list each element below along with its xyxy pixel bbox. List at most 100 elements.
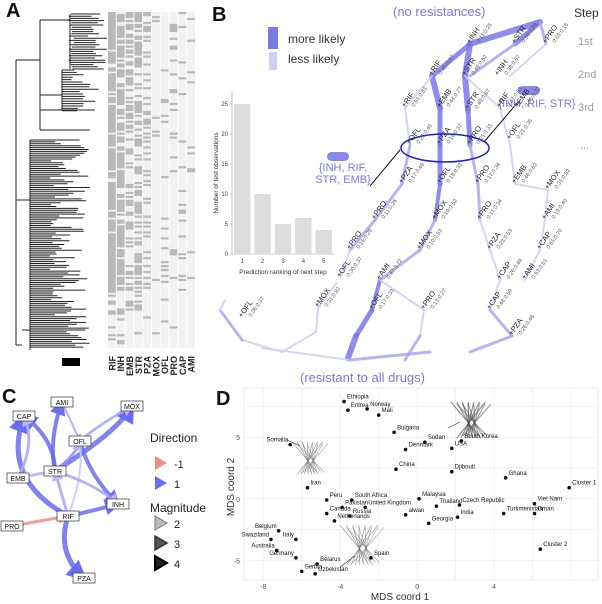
heatmap-cell [108,201,116,204]
heatmap-cell [116,41,125,44]
mds-inset-edge [345,527,380,563]
heatmap-cell [116,110,125,113]
direction-title: Direction [150,431,197,445]
heatmap-cell [134,270,143,274]
heatmap-cell [134,114,143,117]
heatmap-cell [152,116,160,119]
heatmap-cell [178,61,187,64]
mds-point [369,556,373,560]
heatmap-cell [134,237,143,240]
mds-inset-pointer [286,439,301,447]
heatmap-cell [116,272,125,276]
mds-inset-edge [306,443,324,473]
heatmap-cell [134,140,143,143]
heatmap-cell [125,162,134,165]
heatmap-cell [125,272,134,276]
mds-point-label: Uzbekistan [318,567,348,573]
mds-point [449,446,454,451]
heatmap-cell [125,150,134,153]
heatmap-cell [125,33,134,36]
heatmap-cell [108,19,116,23]
tree-branch [61,95,78,112]
heatmap-cell [125,81,134,84]
heatmap-cell [134,12,143,15]
heatmap-cell [134,261,143,264]
heatmap-cell [143,264,151,268]
heatmap-cell [169,108,178,112]
heatmap-cell [108,207,116,210]
network-edge [468,42,517,78]
direction-pos-swatch [155,476,167,490]
network-edge [468,334,514,354]
mds-inset-edge [307,443,318,473]
heatmap-cell [116,51,125,54]
heatmap-cell [116,255,125,258]
mds-inset-edge [473,403,476,437]
mds-point [532,511,537,516]
heatmap-cell [116,233,125,236]
heatmap-cell [116,96,125,100]
heatmap-cell [108,195,116,198]
heatmap-cell [108,106,116,110]
heatmap-cell [116,132,125,135]
heatmap-cell [143,235,151,238]
heatmap-cell [169,47,178,50]
heatmap-cell [116,251,125,254]
heatmap-cell [108,221,116,224]
mds-point-label: South Korea [464,434,498,440]
mds-point-label: Serbia [305,564,323,570]
legend-less-label: less likely [288,52,339,66]
heatmap-cell [108,23,116,27]
mds-point [346,408,350,412]
step-1: 1st [578,36,593,48]
heatmap-cell [116,73,125,76]
step-2: 2nd [578,69,596,81]
heatmap-cell [125,300,134,303]
magnitude-title: Magnitude [150,501,206,515]
heatmap-cell [125,69,134,72]
heatmap-cell [125,225,134,228]
heatmap-cell [125,288,134,291]
panel-c: AMI MOX CAP OFL STR EMB INH RIF PRO PZA Direction… [0,396,206,584]
interaction-node-label: CAP [17,414,32,421]
heatmap-cell [125,124,134,127]
mds-x-tick-label: 4 [492,584,496,591]
heatmap-cell [116,25,125,29]
heatmap-cell [116,102,125,106]
mds-point [348,514,352,518]
heatmap-cell [134,264,143,268]
callout-line-left [369,149,401,187]
heatmap-cell [143,152,151,155]
heatmap-cell [178,219,187,222]
heatmap-cell [134,185,143,189]
heatmap-cell [108,79,116,82]
heatmap-cell [134,108,143,112]
heatmap-cell [108,166,116,169]
heatmap-cell [134,95,143,98]
network-edge [476,182,482,222]
heatmap-cell [134,45,143,48]
heatmap-cell [160,100,169,104]
heatmap-cell [108,43,116,46]
network-edge [378,248,422,282]
heatmap-cell [108,259,116,262]
heatmap-cell [134,53,143,56]
mds-point-label: Djibouti [455,465,475,471]
heatmap-cell [169,91,178,94]
magnitude-2-swatch [154,515,168,531]
mds-point [349,498,354,502]
mds-point-label: Canada [330,507,352,513]
heatmap-cell [116,266,125,270]
heatmap-cell [116,282,125,285]
interaction-node-label: INH [112,502,124,509]
heatmap-cell [108,156,116,159]
heatmap-cell [125,12,134,15]
heatmap-cell [116,47,125,50]
mds-inset-edge [364,527,367,563]
heatmap-cell [178,209,187,212]
network-edge [468,143,480,186]
heatmap-cell [160,69,169,72]
